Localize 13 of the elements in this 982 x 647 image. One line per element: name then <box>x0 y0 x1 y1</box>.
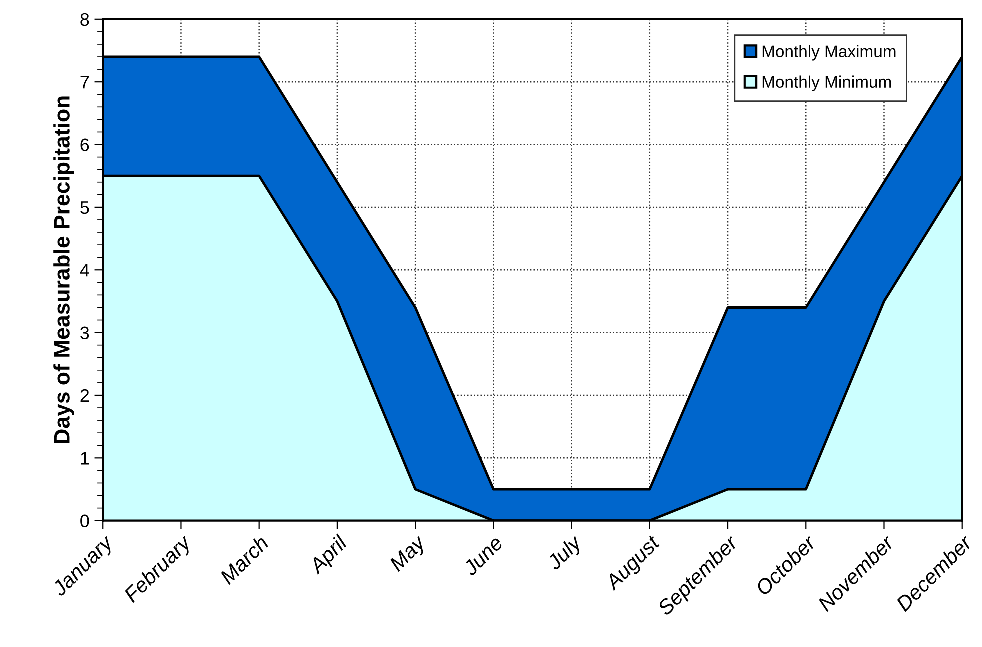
y-axis-title: Days of Measurable Precipitation <box>54 96 74 444</box>
y-tick-label: 2 <box>80 389 90 402</box>
y-tick-label: 4 <box>80 264 90 277</box>
legend-label: Monthly Minimum <box>762 76 892 92</box>
y-tick-label: 1 <box>81 452 90 465</box>
y-tick-label: 8 <box>80 13 90 26</box>
y-tick-label: 6 <box>80 138 90 152</box>
y-tick-label: 7 <box>80 76 90 89</box>
y-tick-label: 3 <box>80 326 90 340</box>
x-tick-label: July <box>546 533 586 574</box>
y-tick-label: 5 <box>80 202 90 214</box>
legend-label: Monthly Maximum <box>762 45 896 61</box>
y-tick-label: 0 <box>80 514 90 528</box>
